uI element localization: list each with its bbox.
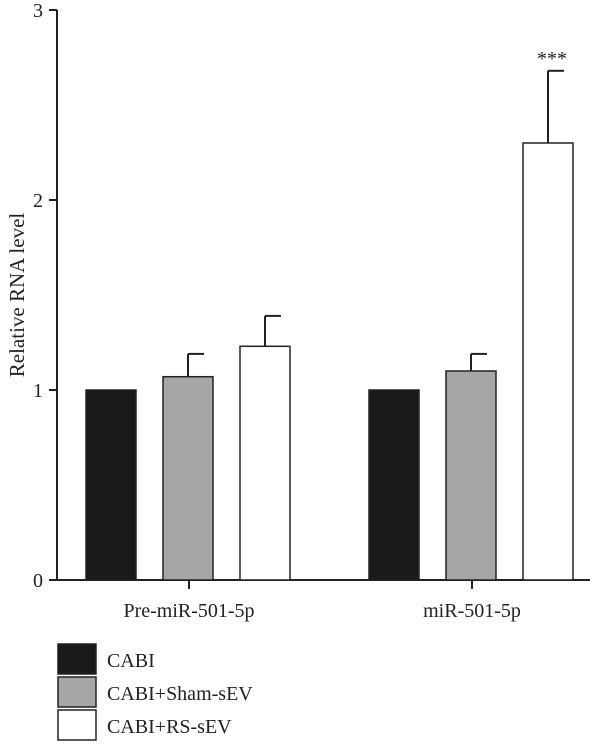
legend-swatch — [57, 676, 97, 708]
legend-label: CABI — [107, 650, 155, 672]
bar — [368, 389, 420, 581]
y-tick-label: 0 — [33, 570, 43, 592]
legend-label: CABI+RS-sEV — [107, 716, 232, 738]
bar — [239, 345, 291, 581]
legend-swatch — [57, 709, 97, 741]
y-tick-label: 3 — [33, 0, 43, 22]
legend: CABI CABI+Sham-sEV CABI+RS-sEV — [57, 643, 253, 741]
y-tick-label: 2 — [33, 190, 43, 212]
bar — [85, 389, 137, 581]
plot-area: 0 1 2 3 Pre-miR-501-5p miR-501-5p *** — [33, 0, 590, 622]
x-tick-label: miR-501-5p — [423, 600, 521, 622]
significance-label: *** — [537, 48, 567, 70]
legend-label: CABI+Sham-sEV — [107, 683, 253, 705]
y-tick-label: 1 — [33, 380, 43, 402]
legend-swatch — [57, 643, 97, 675]
y-axis-label: Relative RNA level — [5, 213, 29, 378]
x-tick-label: Pre-miR-501-5p — [123, 600, 254, 622]
bar — [445, 370, 497, 581]
bar — [522, 142, 574, 581]
bar — [162, 375, 214, 581]
